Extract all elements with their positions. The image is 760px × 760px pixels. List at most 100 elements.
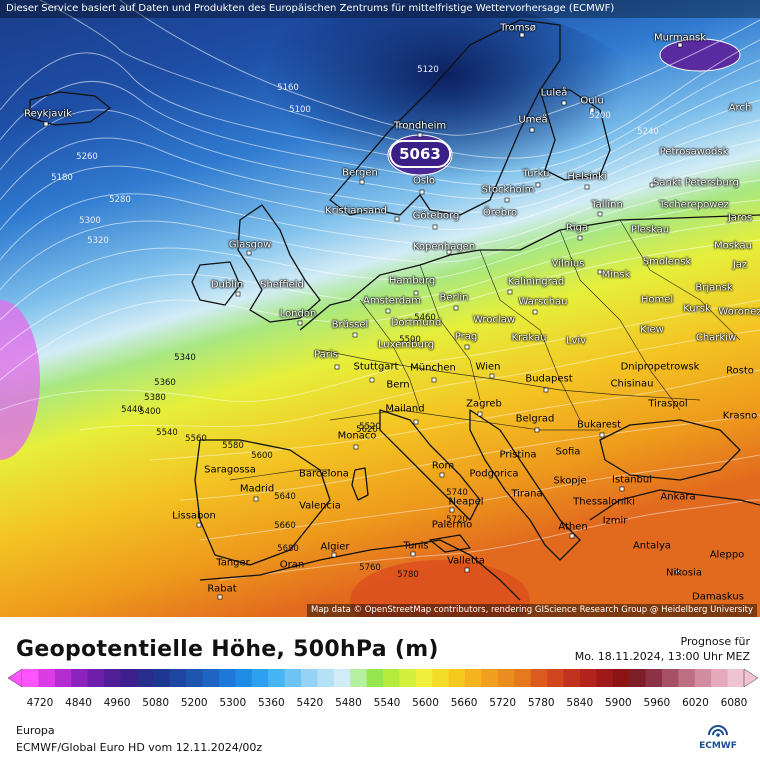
contour-label: 5660	[274, 521, 296, 531]
balkan-coast	[469, 409, 581, 561]
city-label: Dnipropetrowsk	[620, 361, 700, 373]
contour-label: 5460	[414, 313, 436, 323]
colorbar-segment	[300, 669, 318, 687]
colorbar-tick-label: 5540	[373, 697, 401, 709]
colorbar-segment	[186, 669, 203, 687]
city-label: Petrosawodsk	[659, 146, 729, 158]
colorbar-segment	[218, 669, 236, 687]
contour-lines	[0, 0, 760, 380]
contour-label: 5260	[76, 152, 98, 162]
city-label: Valencia	[299, 500, 341, 512]
city-label: Mailand	[385, 403, 425, 415]
colorbar-tick-label: 4960	[103, 697, 131, 709]
colorbar-segment	[727, 669, 745, 687]
sicily-coast	[429, 534, 471, 553]
city-label: Budapest	[525, 373, 573, 385]
colorbar-tick-label: 5660	[450, 697, 478, 709]
colorbar-segment	[383, 669, 400, 687]
city-label: Örebro	[482, 207, 518, 219]
colorbar-tick-label: 5480	[335, 697, 362, 709]
city-label: Stuttgart	[353, 361, 399, 373]
colorbar-segment	[612, 669, 630, 687]
italy-coast	[379, 409, 481, 521]
colorbar-segment	[38, 669, 56, 687]
city-label: Kaliningrad	[507, 276, 565, 288]
colorbar-segment	[514, 669, 532, 687]
colorbar-segment	[54, 669, 72, 687]
colorbar-tick-label: 5960	[643, 697, 671, 709]
iceland-coast	[29, 91, 111, 126]
color-scale-bar	[8, 669, 758, 687]
city-label: Reykjavik	[24, 108, 72, 120]
colorbar-segment	[22, 669, 39, 687]
city-label: Luxemburg	[377, 339, 435, 351]
city-label: Neapel	[448, 496, 484, 508]
city-label: Göteborg	[412, 210, 460, 222]
contour-label: 5540	[156, 428, 178, 438]
red-south	[350, 560, 530, 617]
city-label: Sankt Petersburg	[653, 177, 739, 189]
city-label: Smolensk	[642, 256, 692, 268]
city-label: München	[410, 362, 456, 374]
city-label: Kristiansand	[325, 205, 387, 217]
contour-label: 5520	[359, 422, 381, 432]
city-label: Sofia	[555, 446, 581, 458]
colorbar-segment	[71, 669, 89, 687]
turkey-coast	[589, 489, 760, 521]
colorbar-tick-label: 5080	[142, 697, 170, 709]
city-label: Krakau	[511, 332, 547, 344]
contour-label: 5720	[446, 515, 468, 525]
ecmwf-logo-icon	[708, 725, 728, 737]
contour-label: 5600	[251, 451, 273, 461]
city-label: Glasgow	[228, 239, 272, 251]
colorbar-segment	[432, 669, 450, 687]
contour-label: 5120	[417, 65, 439, 75]
murmansk-low	[659, 38, 741, 72]
model-run-label: ECMWF/Global Euro HD vom 12.11.2024/00z	[16, 741, 263, 754]
city-label: Dortmund	[390, 317, 442, 329]
continent-coast	[299, 214, 760, 331]
colorbar-segment	[120, 669, 138, 687]
city-label: Thessaloniki	[573, 496, 635, 508]
scandinavia-coast	[329, 19, 561, 216]
city-label: Lissabon	[172, 510, 216, 522]
colorbar-tick-label: 5200	[180, 697, 208, 709]
colorbar-segment	[235, 669, 253, 687]
city-label: Trondheim	[393, 120, 447, 132]
city-label: Wien	[475, 361, 501, 373]
contour-label: 5580	[222, 441, 244, 451]
colorbar-tick-label: 5720	[489, 697, 517, 709]
city-label: Bern	[386, 379, 410, 391]
colorbar-low-arrow	[8, 669, 23, 687]
contour-label: 5360	[154, 378, 176, 388]
city-label: Sheffield	[260, 279, 304, 291]
finland-coast	[539, 89, 611, 181]
city-label: Homel	[640, 294, 674, 306]
city-label: Pleskau	[630, 224, 670, 236]
city-label: Rosto	[726, 365, 754, 377]
city-label: Arch	[728, 102, 752, 114]
city-label: Tiraspol	[648, 398, 688, 410]
colorbar-segment	[317, 669, 335, 687]
contour-label: 5500	[399, 335, 421, 345]
colorbar-segment	[350, 669, 368, 687]
city-label: Oulu	[580, 95, 604, 107]
contour-label: 5300	[79, 216, 101, 226]
city-label: Zagreb	[466, 398, 502, 410]
colorbar-segment	[661, 669, 679, 687]
colorbar-segment	[678, 669, 696, 687]
city-label: Oslo	[413, 175, 435, 187]
city-label: Monaco	[337, 430, 377, 442]
colorbar-segment	[415, 669, 433, 687]
colorbar-high-arrow	[743, 669, 758, 687]
coastlines	[29, 19, 760, 601]
colorbar-segment	[579, 669, 597, 687]
city-label: Luleå	[540, 87, 568, 99]
colorbar-tick-label: 4720	[26, 697, 54, 709]
contour-label: 5320	[87, 236, 109, 246]
colorbar-segment	[366, 669, 384, 687]
contour-label: 5200	[589, 111, 611, 121]
colorbar-segment	[268, 669, 286, 687]
geopotential-map	[0, 0, 760, 617]
city-label: Umeå	[518, 114, 548, 126]
